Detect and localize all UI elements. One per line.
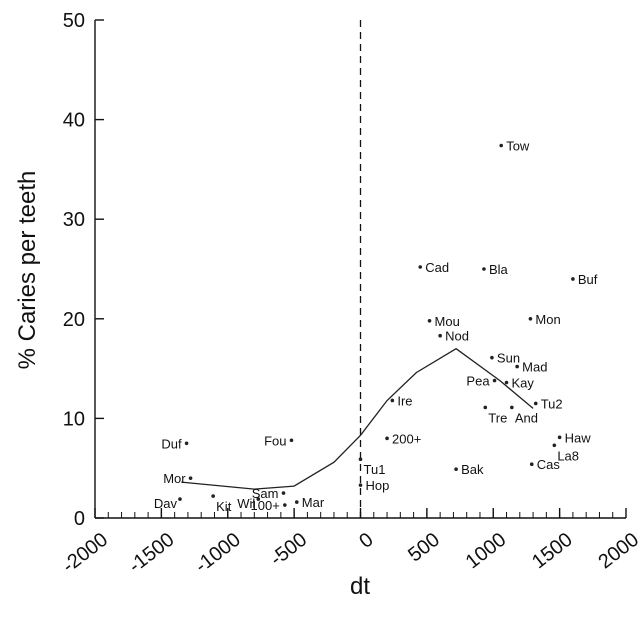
- x-tick-label: -2000: [58, 529, 112, 578]
- point-label: Fou: [264, 433, 286, 448]
- x-tick-label: 1500: [528, 529, 577, 574]
- y-tick-label: 40: [63, 110, 85, 132]
- data-point: [418, 265, 423, 269]
- data-point: [184, 441, 189, 446]
- point-label: Bla: [489, 262, 509, 277]
- point-label: Buf: [578, 272, 598, 287]
- point-label: Cas: [537, 457, 561, 472]
- trend-series: [181, 347, 534, 490]
- data-point: [256, 497, 261, 501]
- y-tick-label: 20: [63, 309, 85, 331]
- point-label: Wil: [237, 496, 255, 511]
- x-tick-label: -1000: [191, 529, 245, 578]
- data-point: [390, 398, 395, 403]
- data-point: [385, 436, 389, 441]
- point-label: Ire: [397, 393, 412, 408]
- axis-titles: dt % Caries per teeth: [14, 171, 370, 600]
- y-tick-label: 30: [63, 209, 85, 231]
- data-point: [490, 355, 494, 360]
- point-label: Tow: [506, 138, 530, 153]
- data-point: [515, 364, 519, 369]
- data-point: [358, 457, 363, 462]
- point-label: Mar: [302, 495, 325, 510]
- x-tick-label: 500: [404, 529, 444, 567]
- point-label: Mou: [435, 314, 460, 329]
- data-point: [499, 143, 504, 148]
- point-label: Nod: [445, 329, 469, 344]
- point-label: Duf: [161, 436, 182, 451]
- y-axis-title: % Caries per teeth: [14, 171, 41, 370]
- data-point: [294, 500, 299, 504]
- x-tick-label: -1500: [125, 529, 179, 578]
- point-label: Sun: [497, 351, 520, 366]
- data-point: [454, 467, 458, 471]
- trend-line: [181, 347, 534, 490]
- point-label: Mor: [163, 471, 186, 486]
- data-point: [552, 443, 557, 448]
- data-point: [188, 476, 193, 480]
- point-label: La8: [557, 448, 579, 463]
- data-point: [557, 435, 562, 440]
- y-tick-label: 0: [74, 508, 85, 530]
- data-point: [358, 483, 363, 487]
- data-point: [492, 378, 497, 383]
- y-tick-label: 10: [63, 408, 85, 430]
- data-point: [289, 438, 294, 443]
- data-point: [178, 497, 182, 501]
- point-label: Bak: [461, 462, 484, 477]
- point-label: Mad: [522, 360, 547, 375]
- data-point: [483, 405, 488, 410]
- axes: 0 10 20 30 40 50 -2000 -1500 -1000 -500 0 500 1000 15…: [58, 10, 639, 577]
- data-point: [510, 405, 514, 410]
- x-tick-label: 0: [355, 529, 377, 553]
- point-label: Dav: [154, 496, 178, 511]
- data-point: [283, 503, 287, 507]
- data-point: [211, 494, 215, 498]
- data-point: [438, 333, 442, 338]
- x-tick-label: 2000: [594, 529, 639, 574]
- point-label: Hop: [366, 478, 390, 493]
- data-point: [533, 401, 538, 406]
- point-label: Tu2: [541, 396, 563, 411]
- data-point: [281, 491, 286, 495]
- data-point: [571, 277, 575, 281]
- point-label: Mon: [535, 312, 560, 327]
- x-tick-label: -500: [266, 529, 311, 571]
- x-tick-label: 1000: [462, 529, 511, 574]
- data-point: [529, 462, 534, 467]
- data-point: [528, 317, 533, 321]
- data-point: [427, 318, 432, 323]
- y-tick-label: 50: [63, 10, 85, 32]
- point-label: Kay: [512, 376, 535, 391]
- point-label: 100+: [251, 498, 280, 513]
- point-label: Pea: [466, 374, 490, 389]
- point-label: Kit: [216, 499, 232, 514]
- point-label: 200+: [392, 431, 421, 446]
- x-axis-title: dt: [350, 573, 370, 600]
- point-label: Haw: [565, 430, 592, 445]
- data-point: [504, 380, 509, 385]
- point-label: Tu1: [364, 462, 386, 477]
- point-label: Cad: [425, 260, 449, 275]
- point-label: Tre: [488, 410, 507, 425]
- point-label: And: [515, 410, 538, 425]
- data-point: [482, 267, 486, 271]
